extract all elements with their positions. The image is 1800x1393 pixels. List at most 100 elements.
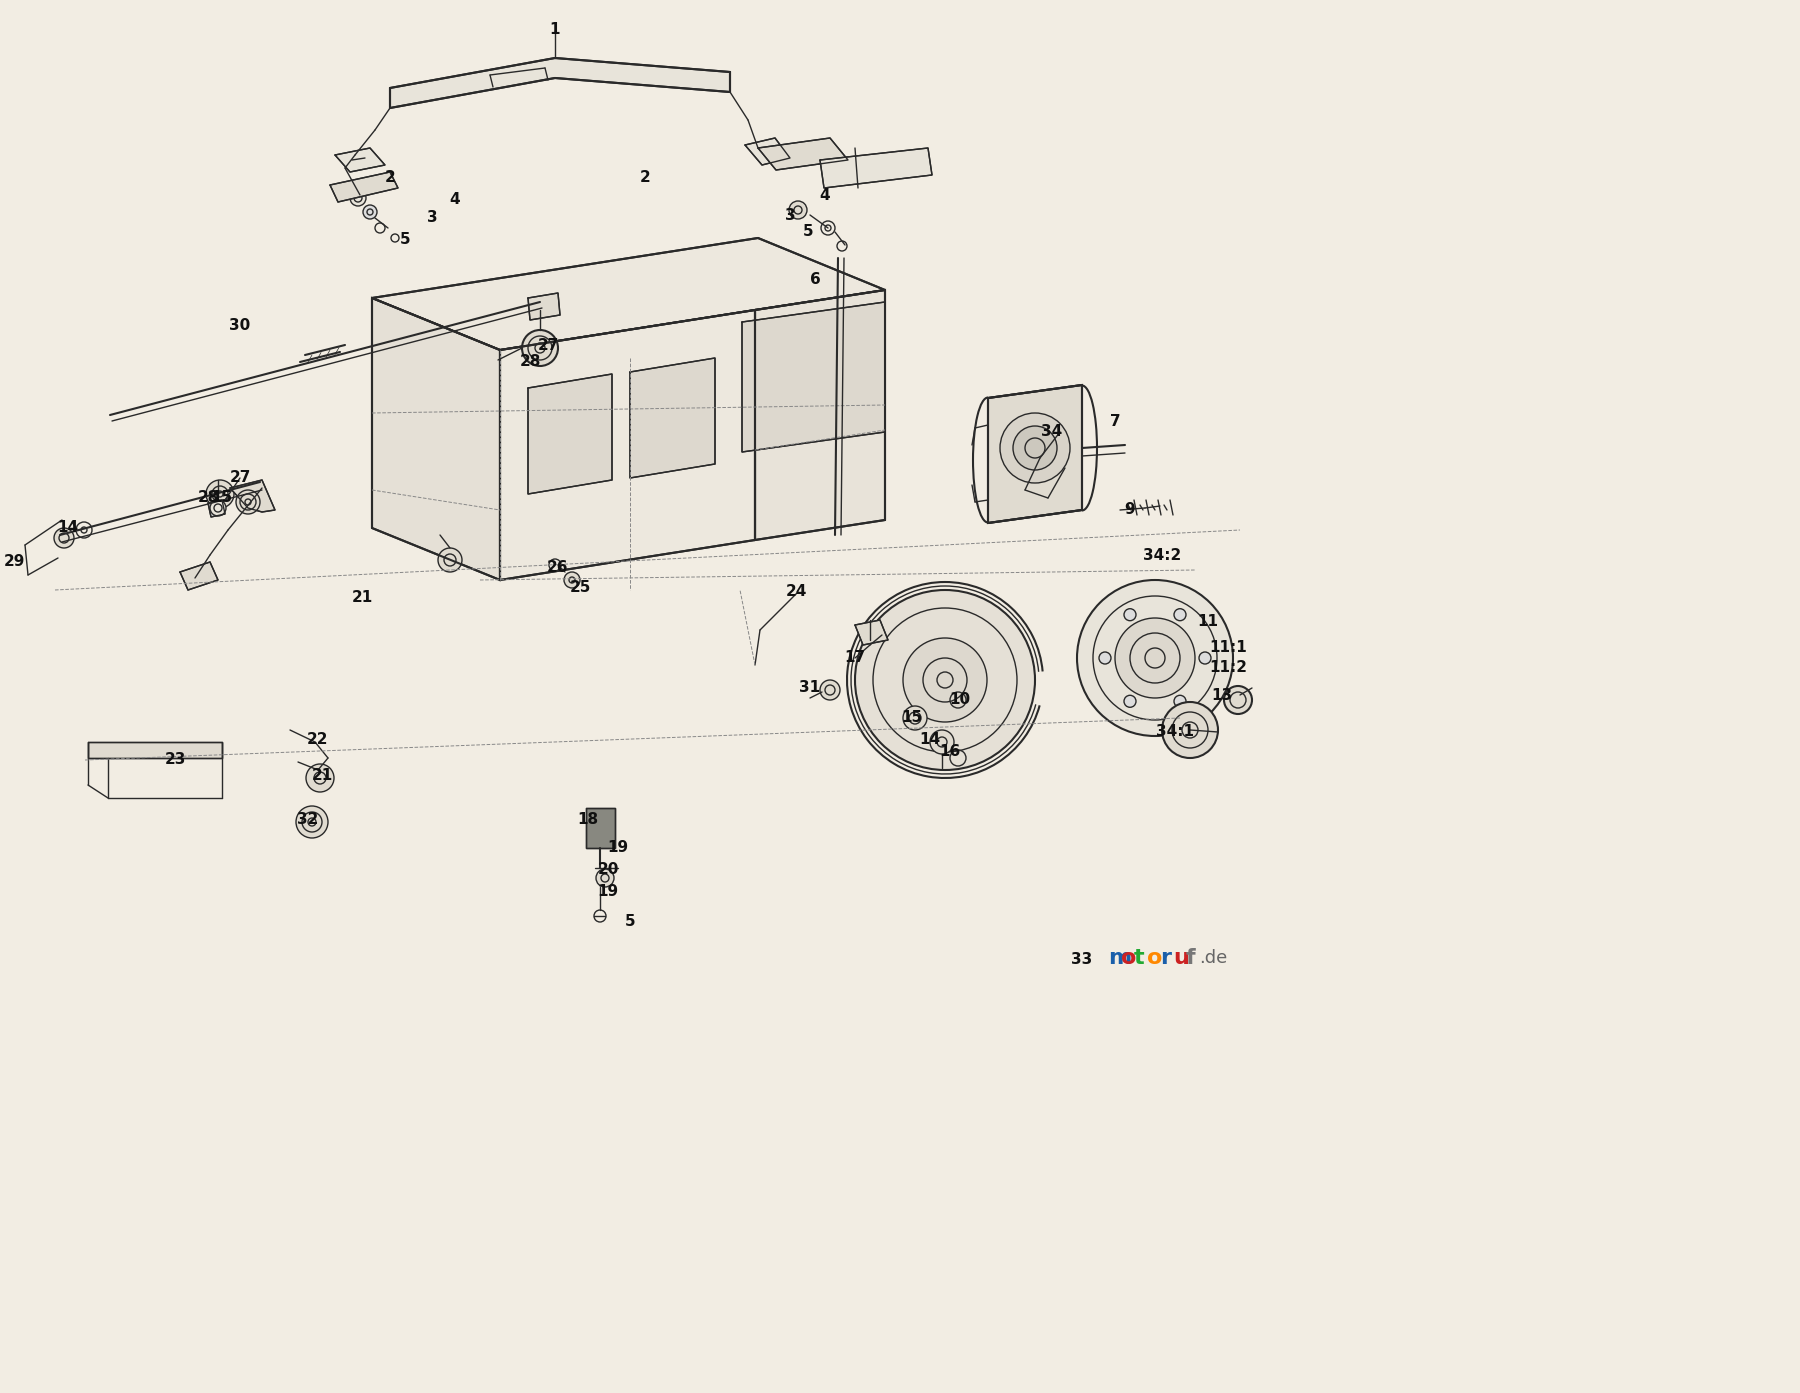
- Text: 34: 34: [1042, 425, 1062, 440]
- Text: 30: 30: [229, 318, 250, 333]
- Text: 1: 1: [549, 22, 560, 38]
- Circle shape: [855, 591, 1035, 770]
- Circle shape: [1224, 685, 1253, 715]
- Text: 2: 2: [385, 170, 396, 185]
- Circle shape: [1001, 412, 1069, 483]
- Text: 27: 27: [229, 471, 250, 486]
- Polygon shape: [88, 742, 221, 758]
- Circle shape: [904, 638, 986, 722]
- Circle shape: [904, 706, 927, 730]
- Text: r: r: [1159, 949, 1172, 968]
- Text: 14: 14: [920, 733, 941, 748]
- Polygon shape: [587, 808, 616, 848]
- Polygon shape: [527, 373, 612, 495]
- Text: 32: 32: [297, 812, 319, 827]
- Polygon shape: [180, 561, 218, 591]
- Text: .de: .de: [1199, 949, 1228, 967]
- Text: 10: 10: [949, 692, 970, 708]
- Circle shape: [205, 481, 234, 508]
- Text: 34:1: 34:1: [1156, 724, 1193, 740]
- Circle shape: [522, 330, 558, 366]
- Text: 4: 4: [819, 188, 830, 202]
- Text: 18: 18: [578, 812, 599, 827]
- Text: 11:1: 11:1: [1210, 641, 1247, 656]
- Circle shape: [1174, 695, 1186, 708]
- Text: 29: 29: [4, 554, 25, 570]
- Polygon shape: [391, 59, 731, 109]
- Text: 24: 24: [785, 585, 806, 599]
- Polygon shape: [630, 358, 715, 478]
- Text: 5: 5: [625, 914, 635, 929]
- Polygon shape: [335, 148, 385, 171]
- Text: 26: 26: [547, 560, 569, 575]
- Circle shape: [295, 807, 328, 839]
- Text: 20: 20: [598, 862, 619, 878]
- Text: 21: 21: [311, 768, 333, 783]
- Circle shape: [563, 573, 580, 588]
- Circle shape: [54, 528, 74, 547]
- Text: 2: 2: [639, 170, 650, 185]
- Circle shape: [788, 201, 806, 219]
- Polygon shape: [373, 298, 500, 579]
- Text: 6: 6: [810, 273, 821, 287]
- Text: 22: 22: [308, 733, 329, 748]
- Polygon shape: [209, 500, 225, 517]
- Text: 17: 17: [844, 651, 866, 666]
- Text: 25: 25: [569, 581, 590, 595]
- Circle shape: [364, 205, 376, 219]
- Text: o: o: [1147, 949, 1163, 968]
- Polygon shape: [527, 293, 560, 320]
- Circle shape: [437, 547, 463, 573]
- Circle shape: [596, 869, 614, 887]
- Text: 3: 3: [785, 208, 796, 223]
- Text: 13: 13: [1211, 688, 1233, 702]
- Polygon shape: [754, 290, 886, 540]
- Text: f: f: [1186, 949, 1195, 968]
- Text: u: u: [1174, 949, 1188, 968]
- Circle shape: [236, 490, 259, 514]
- Text: 16: 16: [940, 744, 961, 759]
- Text: 27: 27: [538, 337, 558, 352]
- Circle shape: [1076, 579, 1233, 736]
- Text: 4: 4: [450, 192, 461, 208]
- Text: 19: 19: [607, 840, 628, 855]
- Circle shape: [1123, 609, 1136, 621]
- Text: 9: 9: [1125, 503, 1136, 518]
- Text: m: m: [1109, 949, 1130, 968]
- Polygon shape: [821, 148, 932, 188]
- Circle shape: [1013, 426, 1057, 469]
- Text: o: o: [1121, 949, 1136, 968]
- Circle shape: [1114, 618, 1195, 698]
- Polygon shape: [230, 481, 275, 513]
- Text: 19: 19: [598, 885, 619, 900]
- Polygon shape: [855, 620, 887, 645]
- Circle shape: [211, 500, 227, 515]
- Text: 33: 33: [1071, 953, 1093, 968]
- Text: 28: 28: [520, 354, 540, 369]
- Text: 34:2: 34:2: [1143, 547, 1181, 563]
- Polygon shape: [742, 302, 886, 451]
- Circle shape: [1199, 652, 1211, 664]
- Polygon shape: [988, 384, 1082, 522]
- Text: 28: 28: [198, 490, 218, 506]
- Polygon shape: [373, 238, 886, 350]
- Polygon shape: [500, 311, 754, 579]
- Text: 5: 5: [803, 224, 814, 240]
- Text: 31: 31: [799, 681, 821, 695]
- Circle shape: [349, 189, 365, 206]
- Polygon shape: [758, 138, 848, 170]
- Text: 14: 14: [58, 521, 79, 535]
- Text: 7: 7: [1109, 415, 1120, 429]
- Text: 5: 5: [400, 233, 410, 248]
- Polygon shape: [745, 138, 790, 164]
- Polygon shape: [329, 171, 398, 202]
- Text: 15: 15: [211, 489, 232, 504]
- Text: 11:2: 11:2: [1210, 660, 1247, 676]
- Text: 3: 3: [427, 210, 437, 226]
- Text: 21: 21: [351, 591, 373, 606]
- Circle shape: [931, 730, 954, 754]
- Circle shape: [1163, 702, 1219, 758]
- Circle shape: [821, 680, 841, 701]
- Circle shape: [1100, 652, 1111, 664]
- Circle shape: [1174, 609, 1186, 621]
